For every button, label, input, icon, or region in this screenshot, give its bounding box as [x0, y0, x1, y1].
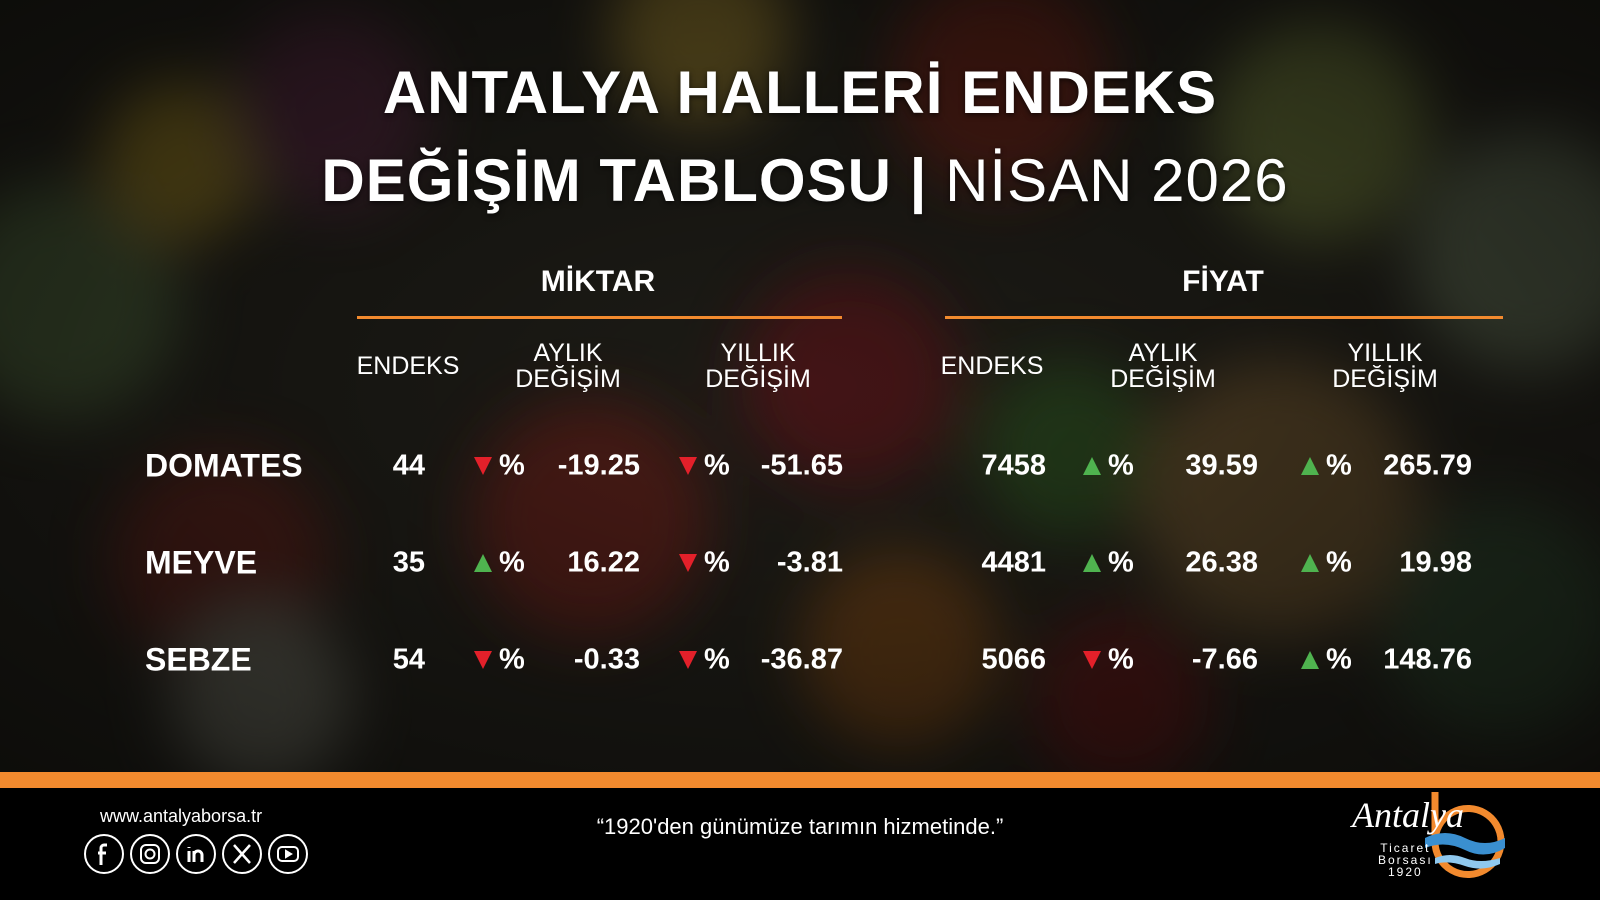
slogan: “1920'den günümüze tarımın hizmetinde.” [596, 814, 1004, 839]
percent-sign: % [1326, 546, 1352, 579]
title-line-2: DEĞİŞİM TABLOSU | NİSAN 2026 [321, 146, 1288, 215]
percent-sign: % [499, 643, 525, 676]
logo-text: Ticaret Borsası 1920 [1378, 842, 1433, 878]
column-header: ENDEKS [941, 353, 1044, 379]
column-header-line: ENDEKS [356, 352, 460, 380]
arrow-shape [1083, 457, 1101, 475]
column-header: AYLIK DEĞİŞİM [1110, 340, 1216, 392]
change-value: 16.22 [567, 546, 640, 579]
arrow-shape [1301, 457, 1319, 475]
logo-year: 1920 [1387, 865, 1423, 879]
percent-sign: % [704, 449, 730, 482]
percent-sign: % [704, 546, 730, 579]
column-header: YILLIK DEĞİŞİM [705, 340, 811, 392]
arrow-shape [679, 457, 697, 475]
index-value: 4481 [981, 546, 1046, 579]
direction-arrow [1301, 457, 1319, 475]
logo-line: Ticaret [1380, 841, 1431, 855]
column-header-line: AYLIK [1128, 339, 1198, 367]
percent-sign: % [1326, 643, 1352, 676]
title-bold: DEĞİŞİM TABLOSU [321, 147, 892, 214]
direction-arrow [1083, 651, 1101, 669]
arrow-shape [474, 651, 492, 669]
logo-line: Borsası [1378, 853, 1433, 867]
direction-arrow [1083, 554, 1101, 572]
arrow-shape [474, 554, 492, 572]
change-value: -0.33 [573, 643, 640, 676]
column-header: AYLIK DEĞİŞİM [515, 340, 621, 392]
change-value: 39.59 [1185, 449, 1258, 482]
arrow-shape [1301, 651, 1319, 669]
percent-sign: % [499, 449, 525, 482]
column-header-line: ENDEKS [940, 352, 1044, 380]
website: www.antalyaborsa.tr [100, 806, 263, 826]
column-header: YILLIK DEĞİŞİM [1332, 340, 1438, 392]
direction-arrow [474, 651, 492, 669]
change-value: -51.65 [760, 449, 843, 482]
row-name: SEBZE [145, 641, 252, 678]
column-header-line: DEĞİŞİM [515, 365, 621, 393]
group-header: MİKTAR [540, 265, 656, 298]
percent-sign: % [704, 643, 730, 676]
column-header-line: DEĞİŞİM [1110, 365, 1216, 393]
title-period: NİSAN 2026 [945, 147, 1289, 214]
column-header-line: DEĞİŞİM [705, 365, 811, 393]
arrow-shape [679, 651, 697, 669]
title-separator: | [909, 147, 928, 214]
group-rule [357, 316, 842, 319]
percent-sign: % [1108, 546, 1134, 579]
percent-sign: % [1326, 449, 1352, 482]
row-name: MEYVE [145, 544, 258, 581]
change-value: 148.76 [1383, 643, 1472, 676]
social-icons [84, 834, 308, 874]
index-value: 35 [392, 546, 425, 579]
column-header-line: DEĞİŞİM [1332, 365, 1438, 393]
percent-sign: % [499, 546, 525, 579]
index-value: 54 [392, 643, 425, 676]
direction-arrow [474, 457, 492, 475]
direction-arrow [679, 554, 697, 572]
group-rule [945, 316, 1503, 319]
change-value: 26.38 [1185, 546, 1258, 579]
title-line-1: ANTALYA HALLERİ ENDEKS [382, 59, 1218, 126]
index-value: 5066 [981, 643, 1046, 676]
column-header: ENDEKS [357, 353, 460, 379]
index-value: 7458 [981, 449, 1046, 482]
direction-arrow [474, 554, 492, 572]
percent-sign: % [1108, 449, 1134, 482]
change-value: 265.79 [1383, 449, 1472, 482]
arrow-shape [1301, 554, 1319, 572]
column-header-line: AYLIK [533, 339, 603, 367]
index-value: 44 [392, 449, 425, 482]
change-value: -19.25 [557, 449, 640, 482]
change-value: -36.87 [760, 643, 843, 676]
direction-arrow [679, 457, 697, 475]
column-header-line: YILLIK [1347, 339, 1423, 367]
direction-arrow [1301, 651, 1319, 669]
direction-arrow [1083, 457, 1101, 475]
direction-arrow [1301, 554, 1319, 572]
arrow-shape [679, 554, 697, 572]
arrow-shape [1083, 651, 1101, 669]
change-value: 19.98 [1399, 546, 1472, 579]
percent-sign: % [1108, 643, 1134, 676]
accent-bar [0, 772, 1600, 788]
logo-mark [1425, 792, 1505, 878]
logo-name: Antalya [1352, 795, 1464, 835]
change-value: -7.66 [1191, 643, 1258, 676]
group-header: FİYAT [1182, 265, 1264, 298]
footer: www.antalyaborsa.tr “1920'den günümüze t… [0, 788, 1600, 900]
background [0, 0, 1600, 772]
direction-arrow [679, 651, 697, 669]
arrow-shape [1083, 554, 1101, 572]
row-name: DOMATES [145, 447, 303, 484]
arrow-shape [474, 457, 492, 475]
change-value: -3.81 [776, 546, 843, 579]
column-header-line: YILLIK [720, 339, 796, 367]
